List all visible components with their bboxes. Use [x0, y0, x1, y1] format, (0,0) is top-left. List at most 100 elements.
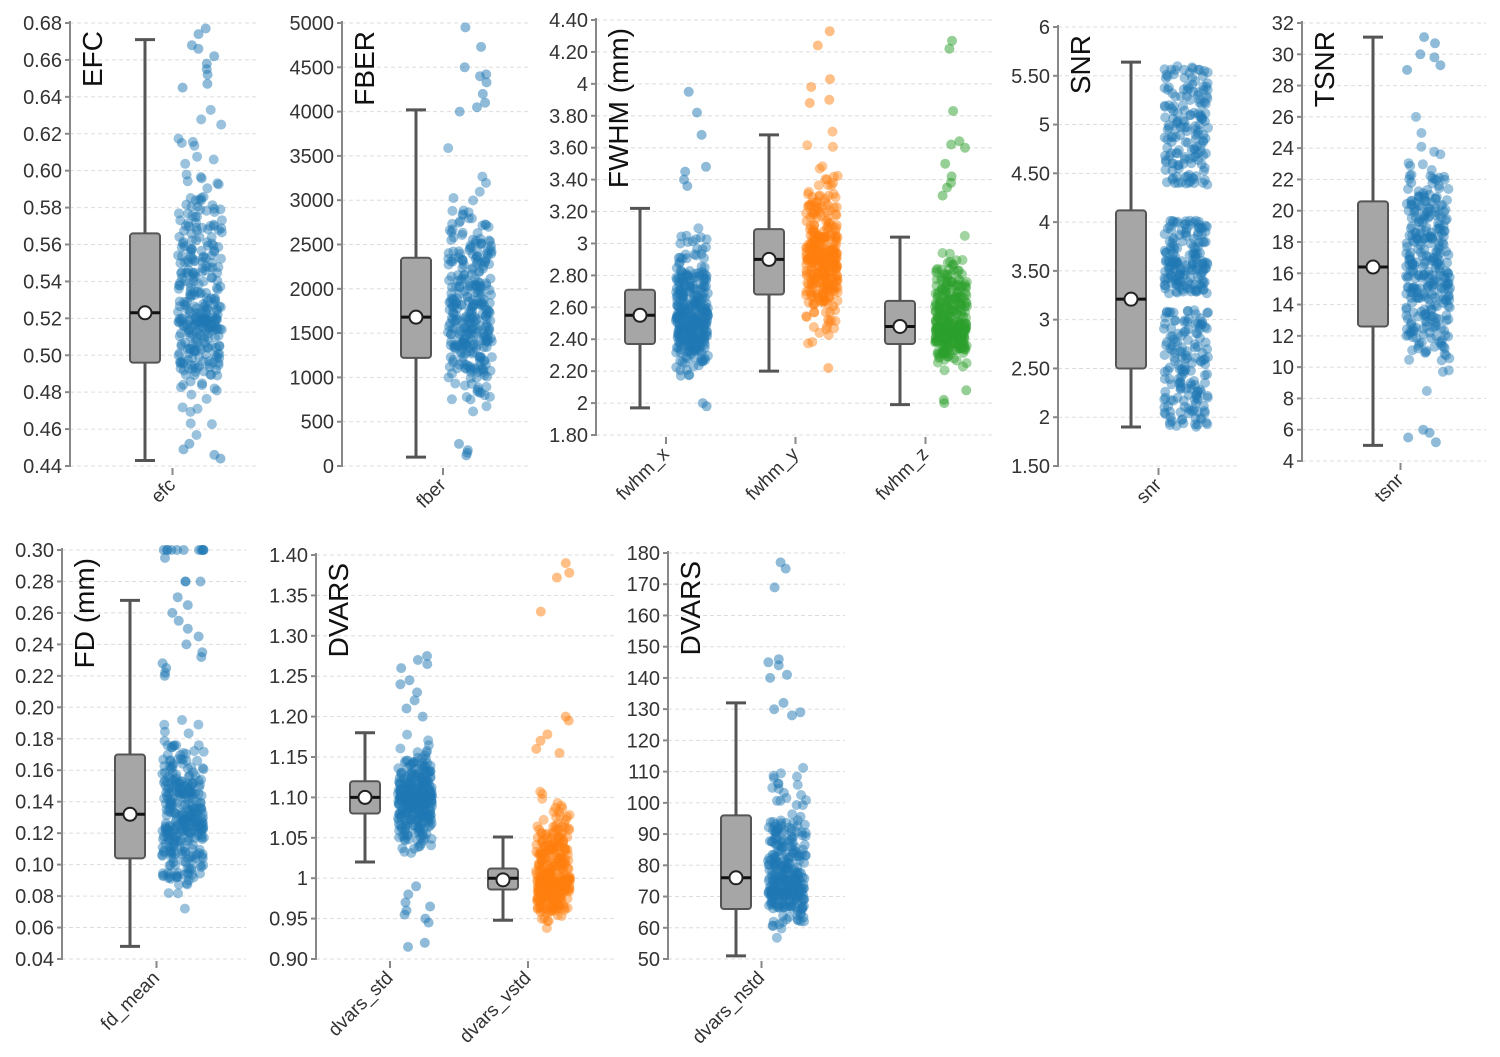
- data-point: [474, 266, 485, 277]
- data-point: [458, 322, 469, 333]
- data-point: [957, 269, 967, 280]
- data-point: [463, 326, 474, 337]
- y-tick-label: 140: [627, 668, 660, 690]
- data-point: [828, 282, 839, 293]
- data-point: [935, 297, 946, 308]
- data-point: [173, 306, 184, 317]
- data-point: [189, 344, 200, 355]
- data-point: [1402, 272, 1413, 283]
- data-point: [457, 317, 468, 328]
- data-point: [957, 324, 968, 335]
- data-point: [461, 322, 472, 333]
- data-point: [940, 345, 950, 356]
- data-point: [475, 320, 486, 331]
- data-point: [1436, 283, 1447, 294]
- data-point: [451, 298, 462, 309]
- data-point: [812, 272, 823, 283]
- data-point: [481, 381, 492, 392]
- data-point: [478, 328, 489, 339]
- data-point: [803, 200, 814, 211]
- data-point: [787, 809, 798, 820]
- y-tick-label: 2: [577, 393, 588, 415]
- data-point: [175, 750, 186, 760]
- data-point: [206, 341, 217, 351]
- data-point: [814, 327, 825, 338]
- data-point: [481, 177, 491, 188]
- data-point: [189, 255, 200, 266]
- data-point: [805, 224, 815, 235]
- data-point: [445, 318, 456, 329]
- data-point: [685, 301, 695, 312]
- data-point: [689, 249, 700, 260]
- y-tick-label: 0.52: [23, 308, 62, 330]
- data-point: [177, 272, 188, 283]
- outlier-point: [172, 545, 182, 555]
- data-point: [809, 298, 820, 309]
- data-point: [817, 161, 828, 172]
- y-tick-label: 4.50: [1011, 163, 1050, 185]
- data-point: [824, 283, 835, 294]
- data-point: [461, 392, 472, 402]
- outlier-point: [193, 43, 204, 54]
- data-point: [197, 378, 208, 389]
- data-point: [675, 344, 686, 355]
- data-point: [687, 317, 698, 328]
- data-point: [479, 390, 490, 401]
- data-point: [531, 865, 542, 876]
- data-point: [801, 251, 812, 262]
- outlier-point: [476, 41, 487, 52]
- outlier-point: [160, 552, 170, 563]
- y-tick-label: 0.24: [15, 634, 54, 656]
- data-point: [473, 325, 484, 336]
- data-point: [702, 307, 713, 318]
- y-tick-label: 130: [627, 699, 660, 721]
- data-point: [671, 311, 682, 322]
- data-point: [1193, 155, 1204, 165]
- data-point: [213, 360, 224, 371]
- data-point: [680, 271, 691, 282]
- data-point: [821, 237, 832, 248]
- data-point: [689, 316, 700, 327]
- mean-marker: [632, 307, 648, 323]
- data-point: [675, 252, 686, 263]
- data-point: [672, 300, 683, 311]
- data-point: [477, 298, 488, 309]
- data-point: [942, 301, 953, 312]
- data-point: [946, 318, 957, 329]
- data-point: [176, 357, 187, 368]
- data-point: [813, 244, 824, 255]
- data-point: [465, 304, 476, 315]
- data-point: [196, 803, 207, 814]
- data-point: [933, 287, 944, 298]
- outlier-point: [422, 659, 433, 670]
- data-point: [445, 340, 456, 351]
- data-point: [465, 394, 476, 405]
- data-point: [674, 280, 685, 291]
- data-point: [680, 309, 691, 320]
- data-point: [698, 325, 709, 335]
- data-point: [176, 242, 187, 253]
- data-point: [466, 324, 477, 335]
- data-point: [396, 790, 407, 801]
- data-point: [832, 248, 843, 259]
- data-point: [444, 361, 455, 372]
- data-point: [944, 288, 955, 298]
- data-point: [829, 286, 840, 297]
- y-tick-label: 0.64: [23, 87, 62, 109]
- data-point: [826, 249, 837, 260]
- data-point: [198, 366, 209, 377]
- data-point: [206, 232, 217, 242]
- data-point: [811, 197, 822, 208]
- data-point: [462, 325, 473, 336]
- data-point: [459, 274, 470, 285]
- data-point: [676, 285, 687, 295]
- data-point: [770, 828, 781, 839]
- y-tick-label: 0.26: [15, 603, 54, 625]
- data-point: [805, 247, 816, 258]
- data-point: [808, 298, 819, 309]
- data-point: [1159, 350, 1170, 360]
- data-point: [206, 370, 217, 380]
- data-point: [811, 243, 822, 254]
- data-point: [807, 226, 818, 237]
- data-point: [697, 356, 708, 367]
